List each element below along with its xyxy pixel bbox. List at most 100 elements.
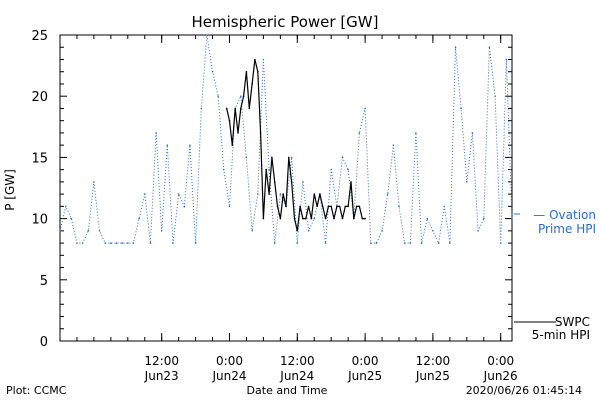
ovation-prime-hpi-point bbox=[127, 242, 129, 244]
ovation-prime-hpi-point bbox=[370, 242, 372, 244]
ovation-prime-hpi-point bbox=[160, 230, 163, 232]
ovation-prime-hpi-point bbox=[437, 242, 440, 244]
swpc-5min-hpi-point bbox=[290, 181, 293, 183]
ovation-prime-hpi-point bbox=[183, 205, 186, 208]
ovation-prime-hpi-point bbox=[149, 242, 152, 244]
ovation-prime-hpi-point bbox=[403, 242, 406, 244]
ovation-prime-hpi-point bbox=[386, 193, 389, 195]
ovation-prime-hpi-point bbox=[64, 205, 67, 208]
y-tick-label: 5 bbox=[40, 274, 48, 289]
ovation-prime-hpi-point bbox=[172, 242, 174, 244]
swpc-5min-hpi-point bbox=[271, 156, 273, 159]
swpc-5min-hpi-point bbox=[344, 205, 347, 208]
ovation-prime-hpi-line bbox=[59, 34, 513, 245]
ovation-prime-hpi-point bbox=[257, 193, 259, 195]
y-tick-label: 15 bbox=[31, 151, 48, 166]
swpc-5min-hpi-point bbox=[234, 107, 236, 110]
ovation-legend-label: — Ovation bbox=[533, 208, 596, 222]
series-layer bbox=[59, 34, 513, 245]
swpc-5min-hpi-point bbox=[361, 217, 364, 220]
swpc-5min-hpi-point bbox=[350, 181, 352, 183]
swpc-5min-hpi-point bbox=[316, 205, 318, 208]
swpc-5min-hpi-point bbox=[364, 217, 366, 220]
ovation-prime-hpi-point bbox=[381, 230, 383, 232]
ovation-prime-hpi-point bbox=[364, 107, 366, 110]
y-axis-label: P [GW] bbox=[3, 169, 17, 211]
swpc-5min-hpi-point bbox=[262, 217, 265, 220]
swpc-5min-hpi-point bbox=[268, 193, 270, 195]
swpc-5min-hpi-point bbox=[330, 205, 333, 208]
swpc-5min-hpi-point bbox=[288, 156, 290, 159]
swpc-5min-hpi-point bbox=[327, 205, 330, 208]
ovation-prime-hpi-point bbox=[471, 132, 474, 134]
ovation-prime-hpi-point bbox=[93, 181, 95, 183]
plot-credit: Plot: CCMC bbox=[6, 384, 67, 397]
ovation-prime-hpi-point bbox=[358, 132, 361, 134]
y-tick-label: 10 bbox=[31, 213, 48, 228]
plot-frame bbox=[59, 34, 513, 342]
ovation-prime-hpi-point bbox=[104, 242, 106, 244]
ovation-prime-hpi-point bbox=[132, 242, 135, 244]
swpc-5min-hpi-point bbox=[245, 70, 248, 73]
x-tick-date-label: Jun23 bbox=[144, 369, 179, 383]
swpc-legend-label: 5-min HPI bbox=[532, 328, 590, 342]
ovation-prime-hpi-point bbox=[449, 242, 451, 244]
ovation-prime-hpi-point bbox=[262, 58, 265, 61]
ovation-prime-hpi-point bbox=[488, 46, 491, 48]
ovation-prime-hpi-point bbox=[460, 107, 462, 110]
swpc-5min-hpi-point bbox=[265, 168, 268, 171]
ovation-prime-hpi-point bbox=[206, 34, 208, 36]
ovation-prime-hpi-point bbox=[443, 205, 446, 208]
x-tick-time-label: 12:00 bbox=[280, 354, 315, 368]
swpc-legend-label: SWPC bbox=[555, 315, 590, 329]
swpc-5min-hpi-point bbox=[257, 70, 259, 73]
swpc-5min-hpi-point bbox=[282, 193, 285, 195]
ovation-prime-hpi-point bbox=[189, 144, 191, 146]
ovation-prime-hpi-point bbox=[499, 242, 502, 244]
x-tick-date-label: Jun25 bbox=[347, 369, 382, 383]
swpc-5min-hpi-point bbox=[240, 107, 242, 110]
swpc-5min-hpi-point bbox=[302, 217, 304, 220]
y-tick-label: 0 bbox=[40, 335, 48, 350]
ovation-prime-hpi-point bbox=[166, 144, 169, 146]
ovation-prime-hpi-point bbox=[223, 168, 225, 171]
ovation-prime-hpi-point bbox=[375, 242, 378, 244]
ovation-prime-hpi-point bbox=[432, 230, 434, 232]
swpc-5min-hpi-line bbox=[226, 59, 366, 231]
ovation-prime-hpi-point bbox=[426, 217, 429, 220]
x-axis: 12:00Jun230:00Jun2412:00Jun240:00Jun2512… bbox=[59, 35, 518, 383]
ovation-prime-hpi-point bbox=[200, 107, 203, 110]
ovation-prime-hpi-point bbox=[115, 242, 118, 244]
ovation-prime-hpi-point bbox=[494, 95, 496, 97]
ovation-prime-hpi-point bbox=[409, 242, 412, 244]
swpc-5min-hpi-point bbox=[293, 217, 296, 220]
y-tick-label: 25 bbox=[31, 29, 48, 44]
ovation-prime-hpi-point bbox=[307, 230, 310, 232]
ovation-prime-hpi-point bbox=[268, 168, 270, 171]
ovation-prime-hpi-point bbox=[155, 132, 157, 134]
swpc-5min-hpi-point bbox=[338, 205, 341, 208]
ovation-prime-hpi-point bbox=[228, 205, 231, 208]
swpc-5min-hpi-point bbox=[237, 132, 239, 134]
swpc-5min-hpi-point bbox=[273, 181, 276, 183]
ovation-prime-hpi-point bbox=[313, 217, 316, 220]
chart-title: Hemispheric Power [GW] bbox=[192, 13, 379, 31]
x-tick-time-label: 12:00 bbox=[416, 354, 451, 368]
swpc-5min-hpi-point bbox=[305, 217, 307, 220]
swpc-5min-hpi-point bbox=[310, 217, 313, 220]
x-tick-time-label: 0:00 bbox=[487, 354, 514, 368]
swpc-5min-hpi-point bbox=[285, 205, 287, 208]
ovation-prime-hpi-point bbox=[59, 230, 61, 232]
ovation-prime-hpi-point bbox=[76, 242, 78, 244]
swpc-5min-hpi-point bbox=[313, 193, 316, 195]
swpc-5min-hpi-point bbox=[358, 205, 361, 208]
ovation-prime-hpi-point bbox=[420, 242, 423, 244]
ovation-prime-hpi-point bbox=[302, 181, 304, 183]
y-tick-label: 20 bbox=[31, 90, 48, 105]
swpc-5min-hpi-point bbox=[324, 217, 327, 220]
ovation-prime-hpi-point bbox=[505, 58, 508, 61]
swpc-5min-hpi-point bbox=[242, 95, 245, 97]
swpc-5min-hpi-point bbox=[225, 107, 228, 110]
ovation-prime-hpi-point bbox=[415, 132, 417, 134]
